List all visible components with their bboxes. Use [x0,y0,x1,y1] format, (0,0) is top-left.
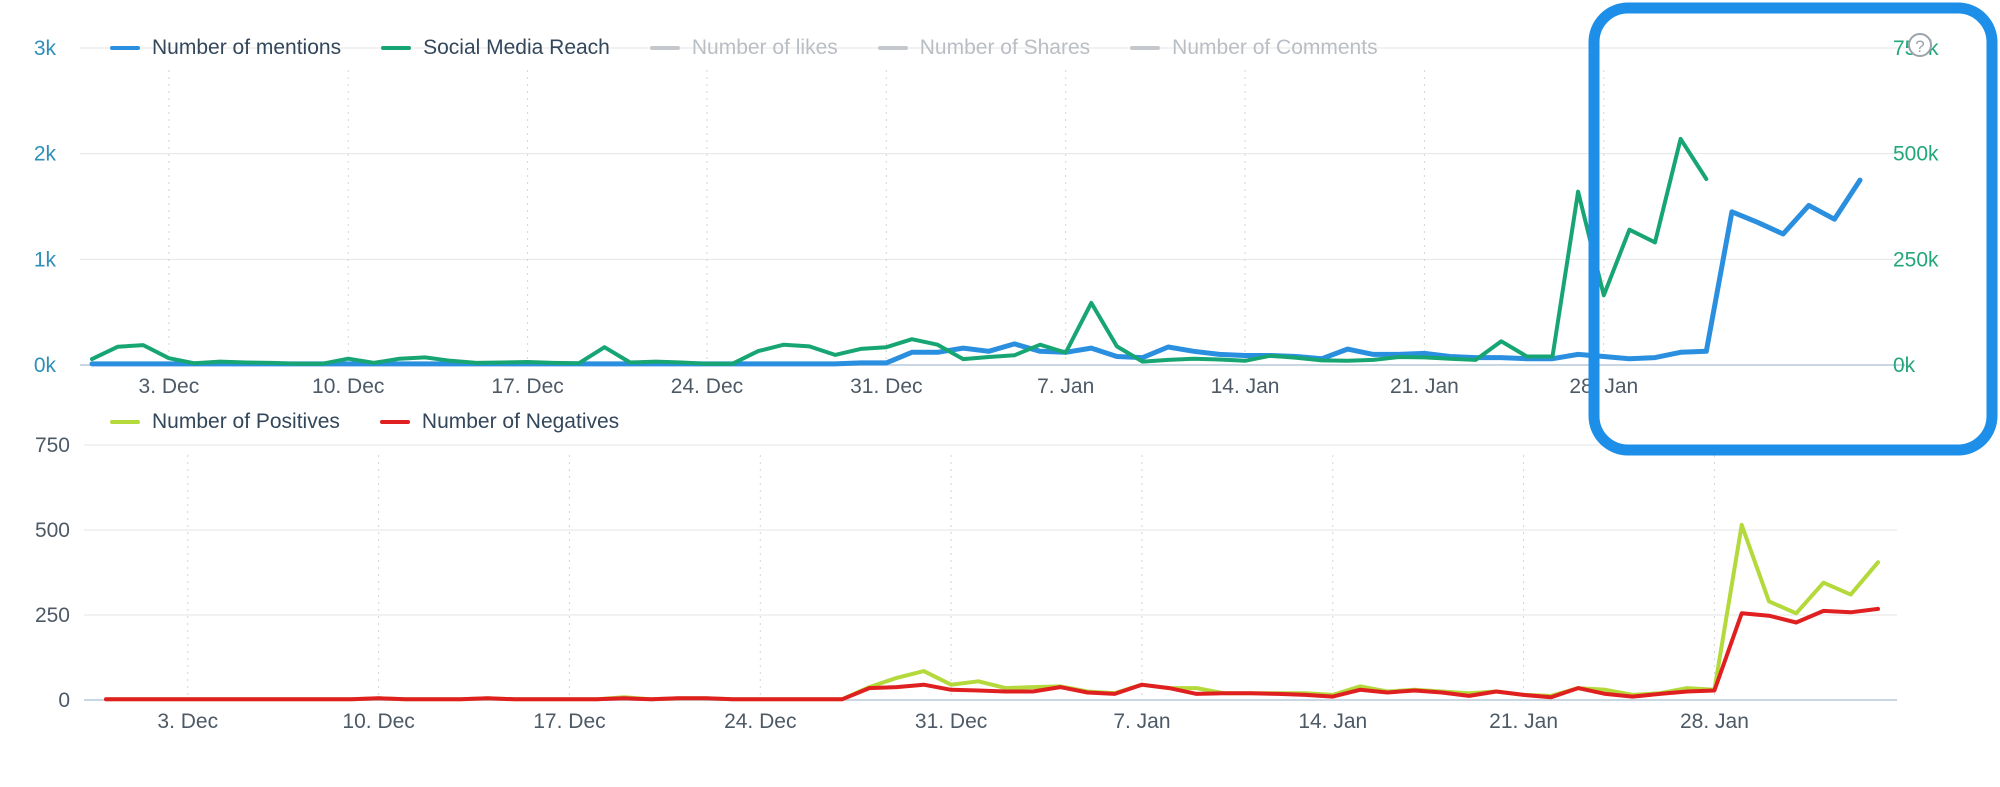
x-tick-label: 17. Dec [533,710,605,733]
right-y-tick-label: 250k [1893,248,1939,271]
x-tick-label: 31. Dec [850,375,922,398]
legend-swatch [877,46,908,50]
legend-swatch [379,420,410,424]
legend-swatch [110,420,140,424]
top-chart-gridlines [80,47,1905,366]
x-tick-label: 24. Dec [724,710,796,733]
x-tick-label: 10. Dec [342,710,414,733]
left-y-tick-label: 2k [34,143,57,166]
legend-item-number-of-shares[interactable]: Number of Shares [877,36,1091,60]
x-tick-label: 24. Dec [671,375,743,398]
right-y-tick-label: 0k [1893,354,1916,377]
legend-label: Number of mentions [152,36,342,59]
legend-item-number-of-comments[interactable]: Number of Comments [1130,36,1378,60]
series-line-number-of-positives [104,522,1880,702]
x-tick-label: 14. Jan [1211,375,1280,398]
left-y-tick-label: 0k [34,354,57,377]
top-chart-legend: Number of mentions Social Media Reach Numb… [110,36,1418,60]
legend-label: Number of Comments [1172,36,1378,59]
legend-swatch [381,46,412,50]
legend-label: Number of Positives [152,410,340,433]
legend-item-number-of-positives[interactable]: Number of Positives [110,410,340,434]
legend-item-number-of-likes[interactable]: Number of likes [649,36,838,60]
legend-item-number-of-mentions[interactable]: Number of mentions [110,36,341,60]
legend-swatch [649,46,680,50]
top-chart-series[interactable] [89,136,1863,367]
legend-label: Number of Shares [919,36,1091,59]
highlight-box [1588,2,1998,456]
left-y-tick-label: 3k [34,37,57,60]
x-tick-label: 10. Dec [312,375,384,398]
legend-label: Social Media Reach [423,36,610,59]
x-tick-label: 28. Jan [1680,710,1749,733]
x-tick-label: 7. Jan [1113,710,1170,733]
bottom-chart-legend: Number of Positives Number of Negatives [110,410,659,434]
legend-label: Number of Negatives [421,410,620,433]
x-tick-label: 21. Jan [1489,710,1558,733]
x-tick-label: 14. Jan [1298,710,1367,733]
legend-swatch [1130,46,1161,50]
series-line-social-media-reach [90,136,1709,366]
legend-item-social-media-reach[interactable]: Social Media Reach [381,36,610,60]
left-y-tick-label: 1k [34,248,57,271]
y-tick-label: 750 [35,434,70,457]
y-tick-label: 0 [58,689,70,712]
right-y-tick-label: 500k [1893,143,1939,166]
x-tick-label: 3. Dec [139,375,200,398]
bottom-chart-series[interactable] [104,522,1880,702]
legend-item-number-of-negatives[interactable]: Number of Negatives [379,410,620,434]
series-line-number-of-negatives [104,606,1880,702]
bottom-chart-axes: 0 250 500 750 3. Dec 10. Dec 17. Dec 24. Dec 31.… [35,434,1749,733]
x-tick-label: 28. Jan [1569,375,1638,398]
legend-swatch [110,46,140,50]
x-tick-label: 21. Jan [1390,375,1459,398]
y-tick-label: 250 [35,604,70,627]
bottom-chart-gridlines [84,444,1897,701]
x-tick-label: 31. Dec [915,710,987,733]
x-tick-label: 3. Dec [157,710,218,733]
help-icon[interactable]: ? [1908,33,1932,57]
x-tick-label: 7. Jan [1037,375,1094,398]
legend-label: Number of likes [691,36,838,59]
series-line-number-of-mentions [89,177,1863,367]
x-tick-label: 17. Dec [491,375,563,398]
y-tick-label: 500 [35,519,70,542]
